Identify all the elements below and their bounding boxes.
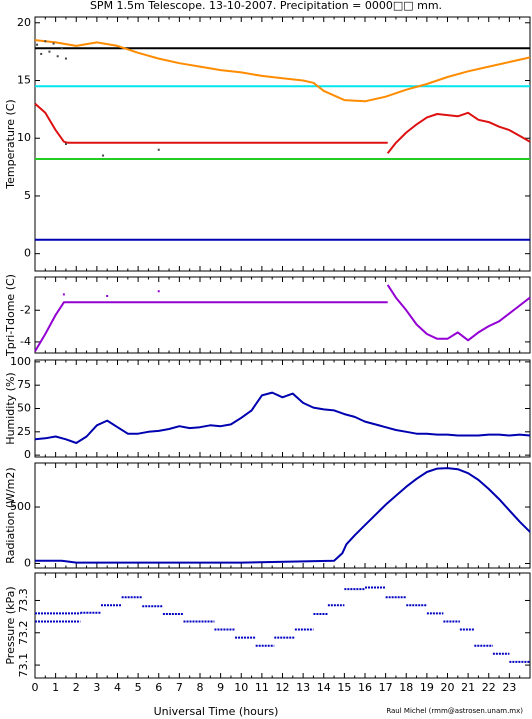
x-tick-label: 20 bbox=[441, 681, 455, 694]
plot-frame bbox=[34, 572, 531, 679]
y-tick-label: -4 bbox=[20, 335, 31, 348]
data-point bbox=[102, 154, 105, 157]
x-tick-label: 11 bbox=[255, 681, 269, 694]
series-line bbox=[34, 39, 531, 103]
x-tick-label: 10 bbox=[234, 681, 248, 694]
data-point bbox=[40, 52, 43, 55]
y-tick-label: 73.1 bbox=[17, 653, 30, 678]
x-axis-label: Universal Time (hours) bbox=[154, 705, 279, 718]
plot-frame bbox=[34, 16, 531, 272]
y-axis-label: Pressure (kPa) bbox=[4, 586, 17, 664]
x-tick-label: 9 bbox=[217, 681, 224, 694]
y-tick-label: 73.2 bbox=[17, 621, 30, 646]
data-point bbox=[157, 148, 160, 151]
y-tick-label: 25 bbox=[17, 425, 31, 438]
figure-title: SPM 1.5m Telescope. 13-10-2007. Precipit… bbox=[90, 0, 442, 12]
y-tick-label: 100 bbox=[10, 355, 31, 368]
x-tick-label: 13 bbox=[296, 681, 310, 694]
series-line bbox=[386, 284, 531, 342]
x-tick-label: 1 bbox=[52, 681, 59, 694]
y-tick-label: 0 bbox=[24, 247, 31, 260]
panel-humidity: 0 25 50 75 100 Humidity (%) bbox=[4, 355, 531, 461]
data-point bbox=[56, 55, 59, 58]
x-tick-label: 6 bbox=[155, 681, 162, 694]
data-point bbox=[52, 42, 55, 45]
y-tick-label: 5 bbox=[24, 189, 31, 202]
plot-frame bbox=[34, 359, 531, 458]
x-tick-label: 18 bbox=[399, 681, 413, 694]
series-line bbox=[386, 111, 531, 154]
y-tick-label: 50 bbox=[17, 402, 31, 415]
data-point bbox=[48, 50, 51, 53]
x-tick-label: 2 bbox=[73, 681, 80, 694]
panel-temperature-c: 0 5 10 15 20 Temperature (C) bbox=[4, 16, 531, 272]
x-tick-label: 4 bbox=[114, 681, 121, 694]
y-tick-label: 73.3 bbox=[17, 588, 30, 613]
y-axis-label: Humidity (%) bbox=[4, 372, 17, 444]
y-tick-label: 75 bbox=[17, 378, 31, 391]
x-tick-label: 15 bbox=[337, 681, 351, 694]
data-point bbox=[44, 40, 47, 43]
series-line bbox=[34, 391, 531, 444]
data-point bbox=[157, 290, 160, 293]
x-tick-label: 8 bbox=[197, 681, 204, 694]
x-tick-label: 3 bbox=[93, 681, 100, 694]
y-tick-label: 500 bbox=[10, 500, 31, 513]
series-line bbox=[34, 102, 388, 144]
y-tick-label: 15 bbox=[17, 74, 31, 87]
data-point bbox=[106, 295, 109, 297]
y-tick-label: -2 bbox=[20, 303, 31, 316]
y-tick-label: 10 bbox=[17, 131, 31, 144]
data-point bbox=[60, 47, 63, 50]
x-tick-label: 0 bbox=[32, 681, 39, 694]
series-line bbox=[34, 301, 388, 352]
y-axis-label: Radiation (W/m2) bbox=[4, 467, 17, 563]
y-axis-label: Tpri-Tdome (C) bbox=[4, 274, 17, 357]
plot-frame bbox=[34, 462, 531, 569]
x-tick-label: 23 bbox=[502, 681, 516, 694]
x-tick-label: 16 bbox=[358, 681, 372, 694]
x-tick-label: 7 bbox=[176, 681, 183, 694]
x-tick-label: 17 bbox=[379, 681, 393, 694]
data-point bbox=[62, 293, 65, 296]
data-point bbox=[36, 43, 39, 46]
x-tick-label: 19 bbox=[420, 681, 434, 694]
y-tick-label: 20 bbox=[17, 16, 31, 29]
x-tick-label: 14 bbox=[317, 681, 331, 694]
x-tick-label: 22 bbox=[482, 681, 496, 694]
x-tick-label: 21 bbox=[461, 681, 475, 694]
y-tick-label: 0 bbox=[24, 448, 31, 461]
plot-frame bbox=[34, 276, 531, 354]
y-axis-label: Temperature (C) bbox=[4, 99, 17, 189]
credit-text: Raul Michel (rmm@astrosen.unam.mx) bbox=[386, 707, 523, 715]
data-point bbox=[64, 143, 67, 145]
x-tick-label: 5 bbox=[135, 681, 142, 694]
data-point bbox=[64, 57, 67, 60]
series-line bbox=[35, 467, 531, 564]
x-tick-label: 12 bbox=[276, 681, 290, 694]
y-tick-label: 0 bbox=[24, 556, 31, 569]
